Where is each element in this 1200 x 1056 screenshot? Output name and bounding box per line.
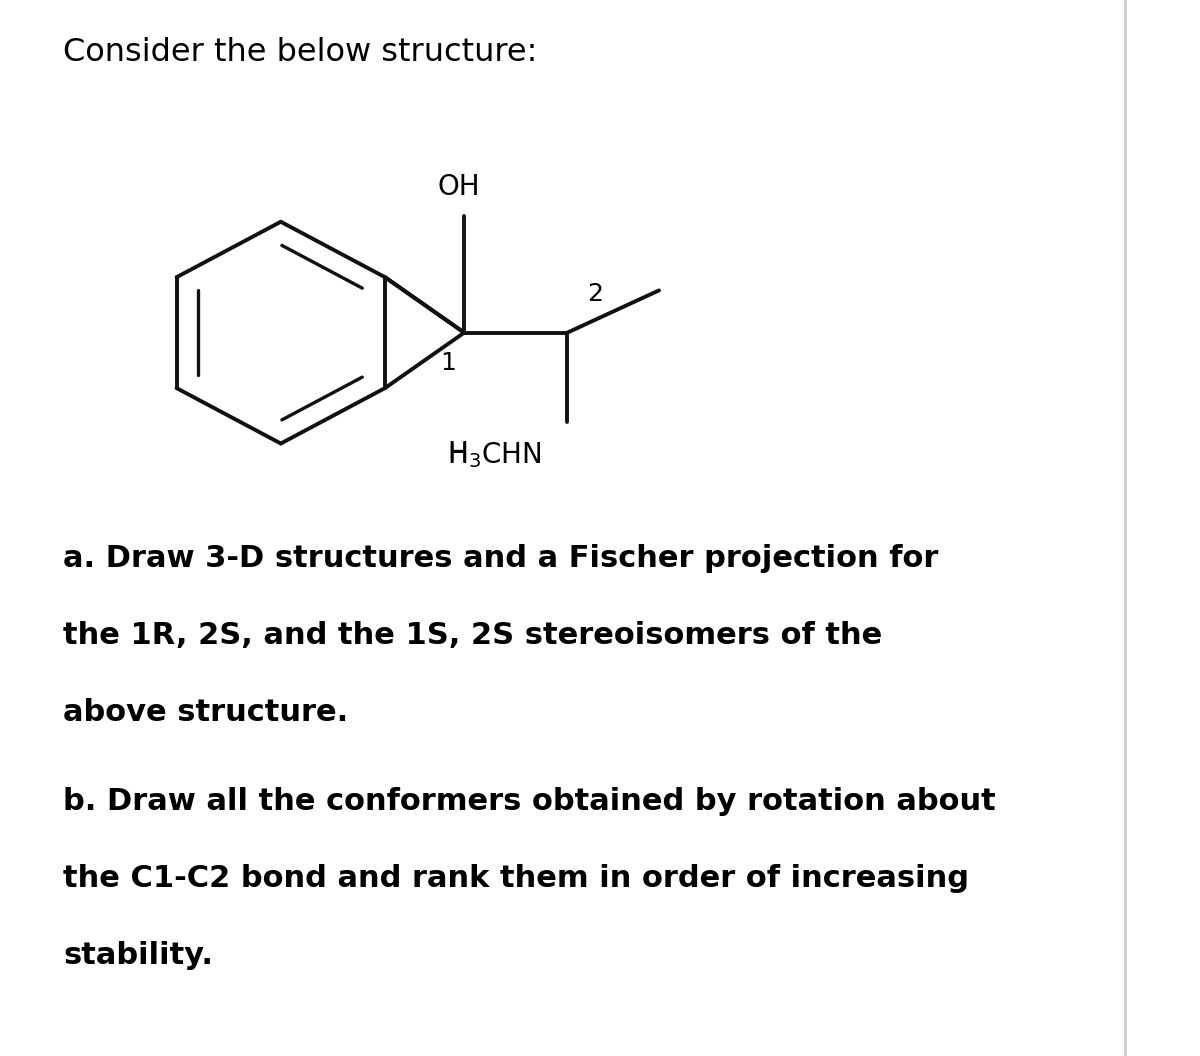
Text: Consider the below structure:: Consider the below structure: <box>64 37 538 68</box>
Text: 2: 2 <box>587 282 602 306</box>
Text: 1: 1 <box>440 351 456 375</box>
Text: OH: OH <box>437 172 480 201</box>
Text: b. Draw all the conformers obtained by rotation about: b. Draw all the conformers obtained by r… <box>64 787 996 815</box>
Text: H: H <box>446 440 468 469</box>
Text: above structure.: above structure. <box>64 698 348 727</box>
Text: H$_3$CHN: H$_3$CHN <box>446 440 541 470</box>
Text: the 1R, 2S, and the 1S, 2S stereoisomers of the: the 1R, 2S, and the 1S, 2S stereoisomers… <box>64 621 882 649</box>
Text: the C1-C2 bond and rank them in order of increasing: the C1-C2 bond and rank them in order of… <box>64 864 970 892</box>
Text: stability.: stability. <box>64 941 214 969</box>
Text: a. Draw 3-D structures and a Fischer projection for: a. Draw 3-D structures and a Fischer pro… <box>64 544 938 572</box>
